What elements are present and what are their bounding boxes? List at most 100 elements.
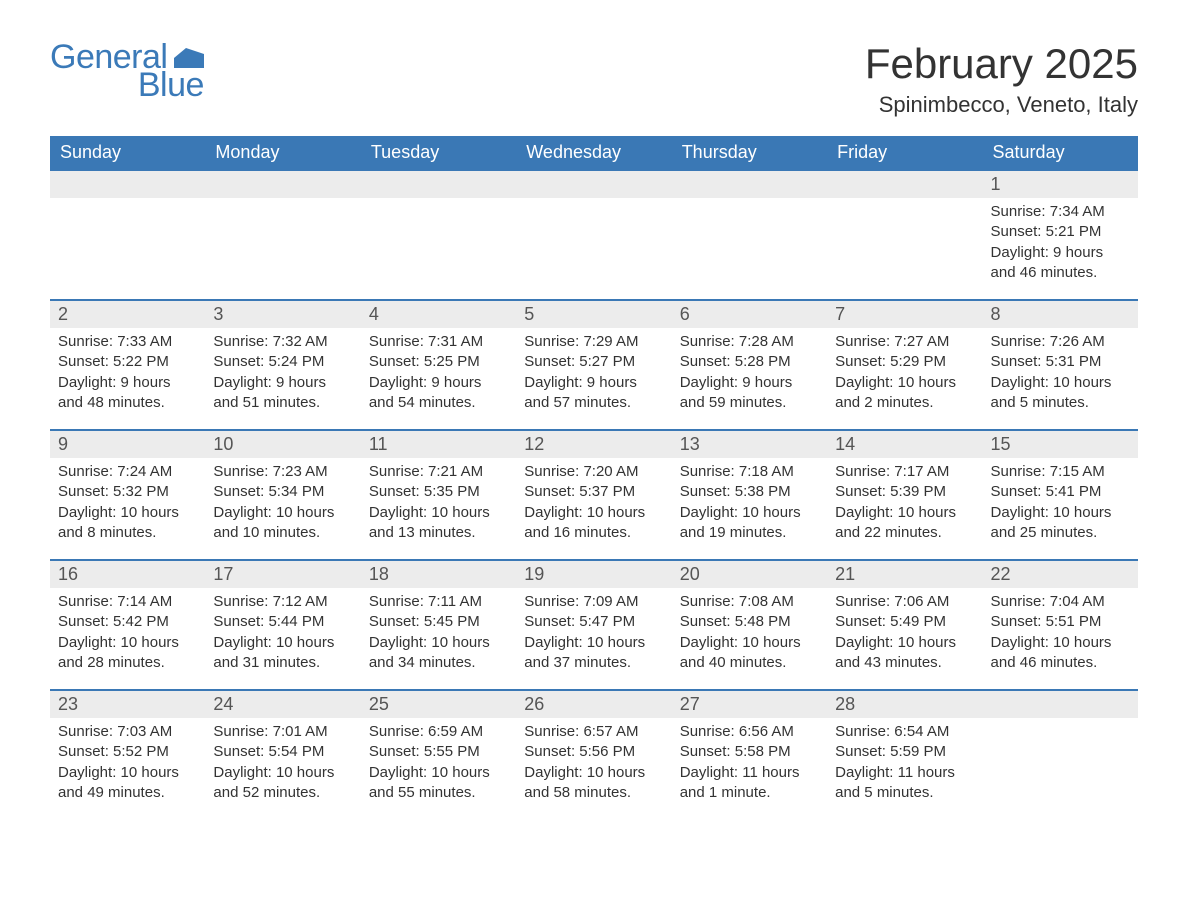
day-header: Wednesday — [516, 136, 671, 169]
sunset-text: Sunset: 5:27 PM — [524, 352, 663, 372]
calendar-cell: 16Sunrise: 7:14 AMSunset: 5:42 PMDayligh… — [50, 559, 205, 689]
day-body — [983, 718, 1138, 730]
day-header: Tuesday — [361, 136, 516, 169]
sunrise-text: Sunrise: 7:20 AM — [524, 462, 663, 482]
sunrise-text: Sunrise: 7:09 AM — [524, 592, 663, 612]
day-body: Sunrise: 7:04 AMSunset: 5:51 PMDaylight:… — [983, 588, 1138, 681]
daylight-text: Daylight: 9 hours and 59 minutes. — [680, 373, 819, 414]
calendar-table: Sunday Monday Tuesday Wednesday Thursday… — [50, 136, 1138, 819]
sunset-text: Sunset: 5:25 PM — [369, 352, 508, 372]
sunset-text: Sunset: 5:29 PM — [835, 352, 974, 372]
day-body: Sunrise: 7:09 AMSunset: 5:47 PMDaylight:… — [516, 588, 671, 681]
daylight-text: Daylight: 10 hours and 52 minutes. — [213, 763, 352, 804]
day-header: Friday — [827, 136, 982, 169]
sunrise-text: Sunrise: 6:54 AM — [835, 722, 974, 742]
day-body: Sunrise: 7:26 AMSunset: 5:31 PMDaylight:… — [983, 328, 1138, 421]
day-number: 11 — [361, 429, 516, 458]
calendar-week-row: 2Sunrise: 7:33 AMSunset: 5:22 PMDaylight… — [50, 299, 1138, 429]
day-body: Sunrise: 7:20 AMSunset: 5:37 PMDaylight:… — [516, 458, 671, 551]
daylight-text: Daylight: 10 hours and 2 minutes. — [835, 373, 974, 414]
day-body: Sunrise: 7:12 AMSunset: 5:44 PMDaylight:… — [205, 588, 360, 681]
day-number — [50, 169, 205, 198]
day-number: 5 — [516, 299, 671, 328]
day-number: 16 — [50, 559, 205, 588]
calendar-cell — [983, 689, 1138, 819]
day-body — [50, 198, 205, 210]
sunset-text: Sunset: 5:49 PM — [835, 612, 974, 632]
calendar-cell: 4Sunrise: 7:31 AMSunset: 5:25 PMDaylight… — [361, 299, 516, 429]
sunset-text: Sunset: 5:55 PM — [369, 742, 508, 762]
calendar-cell: 25Sunrise: 6:59 AMSunset: 5:55 PMDayligh… — [361, 689, 516, 819]
day-body: Sunrise: 6:59 AMSunset: 5:55 PMDaylight:… — [361, 718, 516, 811]
sunset-text: Sunset: 5:22 PM — [58, 352, 197, 372]
sunset-text: Sunset: 5:38 PM — [680, 482, 819, 502]
sunrise-text: Sunrise: 7:18 AM — [680, 462, 819, 482]
calendar-cell — [516, 169, 671, 299]
daylight-text: Daylight: 10 hours and 28 minutes. — [58, 633, 197, 674]
day-body — [516, 198, 671, 210]
calendar-cell: 18Sunrise: 7:11 AMSunset: 5:45 PMDayligh… — [361, 559, 516, 689]
daylight-text: Daylight: 10 hours and 5 minutes. — [991, 373, 1130, 414]
sunrise-text: Sunrise: 7:11 AM — [369, 592, 508, 612]
day-body: Sunrise: 6:57 AMSunset: 5:56 PMDaylight:… — [516, 718, 671, 811]
sunrise-text: Sunrise: 7:17 AM — [835, 462, 974, 482]
day-body — [672, 198, 827, 210]
day-body: Sunrise: 7:32 AMSunset: 5:24 PMDaylight:… — [205, 328, 360, 421]
day-body: Sunrise: 7:27 AMSunset: 5:29 PMDaylight:… — [827, 328, 982, 421]
daylight-text: Daylight: 9 hours and 46 minutes. — [991, 243, 1130, 284]
day-body: Sunrise: 7:24 AMSunset: 5:32 PMDaylight:… — [50, 458, 205, 551]
sunrise-text: Sunrise: 6:59 AM — [369, 722, 508, 742]
month-title: February 2025 — [865, 40, 1138, 88]
day-number — [827, 169, 982, 198]
daylight-text: Daylight: 10 hours and 8 minutes. — [58, 503, 197, 544]
title-block: February 2025 Spinimbecco, Veneto, Italy — [865, 40, 1138, 118]
day-number: 12 — [516, 429, 671, 458]
day-number: 13 — [672, 429, 827, 458]
calendar-week-row: 16Sunrise: 7:14 AMSunset: 5:42 PMDayligh… — [50, 559, 1138, 689]
day-number: 18 — [361, 559, 516, 588]
day-number — [361, 169, 516, 198]
daylight-text: Daylight: 9 hours and 54 minutes. — [369, 373, 508, 414]
day-number: 21 — [827, 559, 982, 588]
sunset-text: Sunset: 5:32 PM — [58, 482, 197, 502]
day-body: Sunrise: 6:56 AMSunset: 5:58 PMDaylight:… — [672, 718, 827, 811]
calendar-cell — [827, 169, 982, 299]
daylight-text: Daylight: 9 hours and 51 minutes. — [213, 373, 352, 414]
calendar-cell: 15Sunrise: 7:15 AMSunset: 5:41 PMDayligh… — [983, 429, 1138, 559]
calendar-cell: 21Sunrise: 7:06 AMSunset: 5:49 PMDayligh… — [827, 559, 982, 689]
day-body: Sunrise: 7:21 AMSunset: 5:35 PMDaylight:… — [361, 458, 516, 551]
daylight-text: Daylight: 10 hours and 58 minutes. — [524, 763, 663, 804]
day-number: 28 — [827, 689, 982, 718]
daylight-text: Daylight: 11 hours and 5 minutes. — [835, 763, 974, 804]
day-header-row: Sunday Monday Tuesday Wednesday Thursday… — [50, 136, 1138, 169]
day-body: Sunrise: 7:29 AMSunset: 5:27 PMDaylight:… — [516, 328, 671, 421]
calendar-cell: 19Sunrise: 7:09 AMSunset: 5:47 PMDayligh… — [516, 559, 671, 689]
sunset-text: Sunset: 5:59 PM — [835, 742, 974, 762]
day-number: 24 — [205, 689, 360, 718]
sunrise-text: Sunrise: 7:33 AM — [58, 332, 197, 352]
day-body — [827, 198, 982, 210]
calendar-cell — [50, 169, 205, 299]
calendar-cell: 9Sunrise: 7:24 AMSunset: 5:32 PMDaylight… — [50, 429, 205, 559]
sunrise-text: Sunrise: 7:26 AM — [991, 332, 1130, 352]
sunset-text: Sunset: 5:58 PM — [680, 742, 819, 762]
day-body: Sunrise: 7:08 AMSunset: 5:48 PMDaylight:… — [672, 588, 827, 681]
daylight-text: Daylight: 10 hours and 40 minutes. — [680, 633, 819, 674]
calendar-week-row: 9Sunrise: 7:24 AMSunset: 5:32 PMDaylight… — [50, 429, 1138, 559]
day-number: 20 — [672, 559, 827, 588]
sunset-text: Sunset: 5:56 PM — [524, 742, 663, 762]
daylight-text: Daylight: 10 hours and 19 minutes. — [680, 503, 819, 544]
day-body — [205, 198, 360, 210]
sunrise-text: Sunrise: 7:27 AM — [835, 332, 974, 352]
sunset-text: Sunset: 5:28 PM — [680, 352, 819, 372]
calendar-cell: 26Sunrise: 6:57 AMSunset: 5:56 PMDayligh… — [516, 689, 671, 819]
calendar-cell: 8Sunrise: 7:26 AMSunset: 5:31 PMDaylight… — [983, 299, 1138, 429]
calendar-cell: 22Sunrise: 7:04 AMSunset: 5:51 PMDayligh… — [983, 559, 1138, 689]
calendar-cell: 6Sunrise: 7:28 AMSunset: 5:28 PMDaylight… — [672, 299, 827, 429]
day-body: Sunrise: 7:23 AMSunset: 5:34 PMDaylight:… — [205, 458, 360, 551]
day-number: 9 — [50, 429, 205, 458]
day-number: 14 — [827, 429, 982, 458]
sunset-text: Sunset: 5:45 PM — [369, 612, 508, 632]
day-header: Saturday — [983, 136, 1138, 169]
sunrise-text: Sunrise: 7:15 AM — [991, 462, 1130, 482]
